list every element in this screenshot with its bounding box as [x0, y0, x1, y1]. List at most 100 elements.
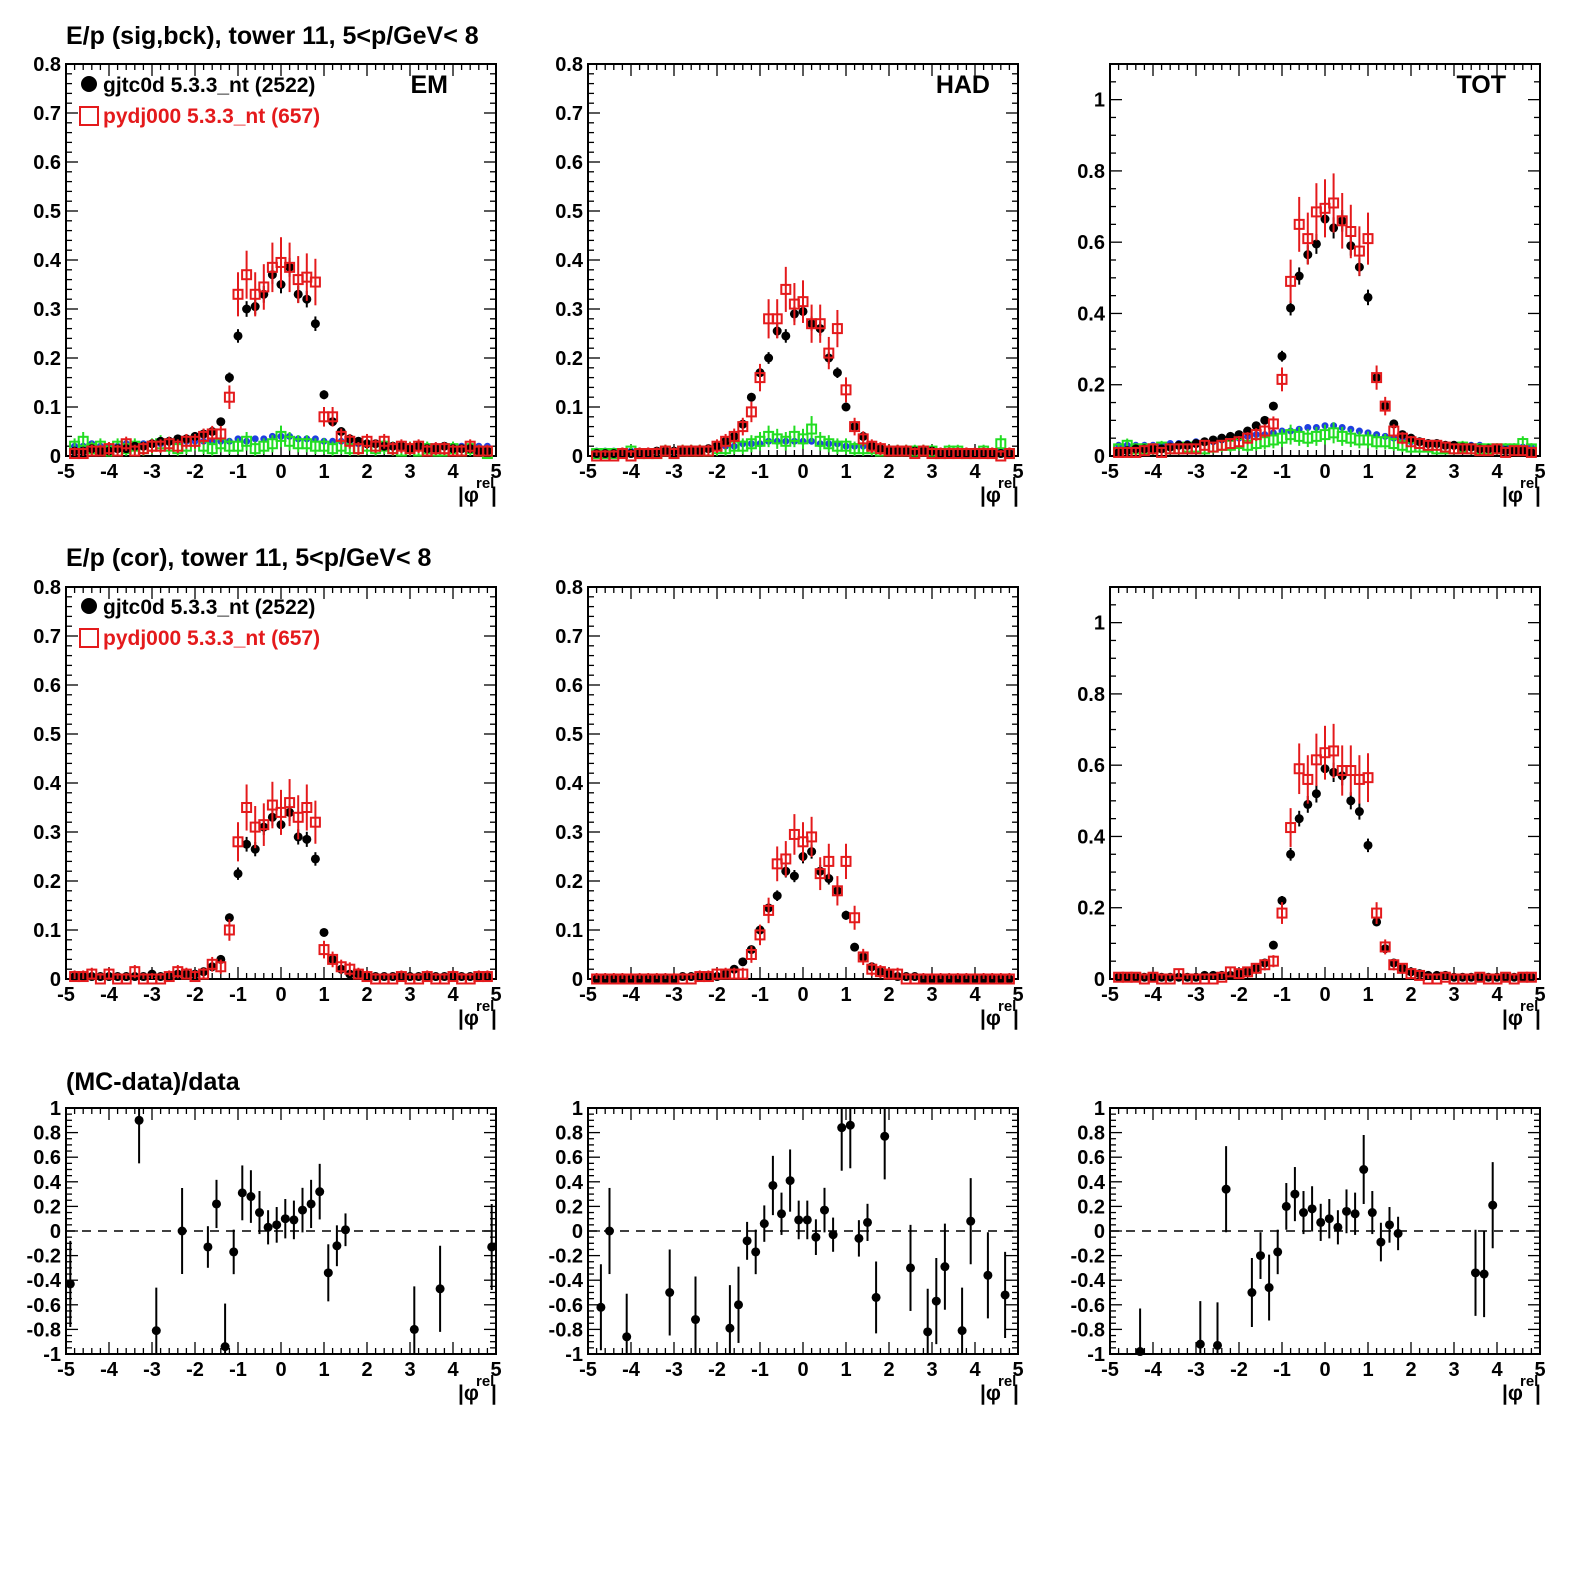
- data-point: [837, 1123, 847, 1133]
- y-tick-label: 0.5: [555, 724, 583, 746]
- data-point: [734, 1300, 743, 1310]
- x-tick-label: 0: [797, 1359, 808, 1381]
- data-point: [820, 1205, 829, 1215]
- x-tick-label: 3: [404, 461, 415, 483]
- x-tick-label: 5: [490, 1359, 501, 1381]
- mc-point: [745, 949, 757, 960]
- x-tick-label: -1: [229, 461, 247, 483]
- x-tick-label: 3: [1448, 461, 1459, 483]
- y-tick-label: 0.1: [33, 397, 61, 419]
- x-tick-label: 5: [1534, 461, 1545, 483]
- legend-data-label: gjtc0d 5.3.3_nt (2522): [103, 74, 315, 97]
- mc-point: [120, 438, 132, 450]
- mc-point: [1371, 907, 1383, 919]
- data-point: [242, 839, 252, 849]
- data-point: [250, 844, 260, 854]
- y-tick-label: 0.6: [555, 152, 583, 174]
- x-axis-title-sup: rel: [998, 998, 1016, 1015]
- x-tick-label: -5: [1101, 461, 1119, 483]
- x-axis-title-sup: rel: [1520, 998, 1538, 1015]
- mc-point: [1302, 773, 1314, 785]
- data-point: [306, 1199, 316, 1209]
- data-point: [272, 1220, 282, 1230]
- data-point: [781, 331, 791, 341]
- x-tick-label: -2: [708, 984, 726, 1006]
- y-tick-label: 0.2: [555, 1196, 583, 1218]
- data-point: [237, 1188, 247, 1198]
- mc-point: [327, 953, 339, 965]
- y-tick-label: 0.5: [33, 724, 61, 746]
- mc-bck-point: [797, 433, 809, 445]
- mc-point: [745, 406, 757, 418]
- x-axis-title-sup: rel: [998, 1373, 1016, 1390]
- x-tick-label: 2: [361, 1359, 372, 1381]
- y-tick-label: 0.6: [1077, 232, 1105, 254]
- x-tick-label: -4: [622, 984, 641, 1006]
- y-tick-label: 0: [572, 969, 583, 991]
- data-point: [772, 891, 782, 901]
- y-tick-label: 0.2: [33, 871, 61, 893]
- mc-point: [378, 435, 390, 447]
- mc-point: [737, 421, 749, 433]
- mc-point: [780, 283, 792, 295]
- y-tick-label: 0.6: [1077, 755, 1105, 777]
- mc-point: [831, 885, 843, 897]
- mc-point: [1003, 973, 1015, 985]
- legend-row2: gjtc0d 5.3.3_nt (2522) pydj000 5.3.3_nt …: [79, 596, 320, 650]
- y-tick-label: -0.2: [549, 1246, 583, 1268]
- mc-point: [1293, 763, 1305, 775]
- data-point: [966, 1216, 976, 1226]
- mc-point: [309, 276, 321, 288]
- x-tick-label: -4: [1144, 984, 1163, 1006]
- x-tick-label: 0: [797, 984, 808, 1006]
- y-tick-label: 0.8: [33, 1123, 61, 1145]
- y-tick-label: 0.4: [555, 1172, 584, 1194]
- data-point: [1316, 1217, 1326, 1227]
- x-tick-label: 4: [447, 984, 459, 1006]
- x-tick-label: 0: [275, 461, 286, 483]
- data-point: [1376, 1237, 1386, 1247]
- data-point: [1471, 1268, 1480, 1278]
- data-point: [854, 1233, 864, 1243]
- mc-bck-point: [241, 435, 253, 447]
- x-tick-label: -3: [1187, 461, 1205, 483]
- y-tick-label: 0.4: [555, 773, 584, 795]
- mc-point: [344, 435, 356, 447]
- data-point: [1324, 1214, 1334, 1224]
- data-point: [828, 1230, 838, 1240]
- mc-point: [1310, 754, 1322, 766]
- y-tick-label: 0.6: [555, 1147, 583, 1169]
- data-bck-point: [1355, 427, 1363, 435]
- mc-point: [1328, 197, 1340, 209]
- data-point: [622, 1332, 632, 1342]
- x-tick-label: 5: [490, 984, 501, 1006]
- mc-bck-point: [77, 435, 89, 447]
- x-tick-label: -4: [1144, 1359, 1163, 1381]
- x-axis-title-close: |: [1013, 1382, 1019, 1405]
- x-tick-label: 4: [969, 1359, 981, 1381]
- y-tick-label: 0: [1094, 446, 1105, 468]
- x-tick-label: 5: [1534, 984, 1545, 1006]
- data-point: [203, 1242, 213, 1252]
- row1-title: E/p (sig,bck), tower 11, 5<p/GeV< 8: [66, 22, 479, 50]
- mc-point: [1362, 772, 1374, 784]
- x-tick-label: -4: [100, 1359, 119, 1381]
- y-tick-label: 0.2: [555, 871, 583, 893]
- data-point: [177, 1226, 187, 1236]
- mc-point: [831, 323, 843, 335]
- data-point: [725, 1323, 735, 1333]
- legend-mc-marker: [79, 106, 99, 126]
- y-tick-label: 0.2: [555, 348, 583, 370]
- x-axis-title-sup: rel: [476, 1373, 494, 1390]
- y-tick-label: 0.8: [555, 577, 583, 599]
- x-tick-label: 2: [1405, 1359, 1416, 1381]
- x-tick-label: 2: [1405, 984, 1416, 1006]
- x-tick-label: 5: [1012, 984, 1023, 1006]
- data-point: [841, 910, 851, 920]
- x-tick-label: 4: [1491, 461, 1503, 483]
- y-tick-label: 0.3: [33, 822, 61, 844]
- y-tick-label: -1: [43, 1344, 61, 1366]
- y-tick-label: 0.4: [1077, 1172, 1106, 1194]
- x-axis-title-close: |: [491, 1382, 497, 1405]
- data-point: [134, 1115, 144, 1125]
